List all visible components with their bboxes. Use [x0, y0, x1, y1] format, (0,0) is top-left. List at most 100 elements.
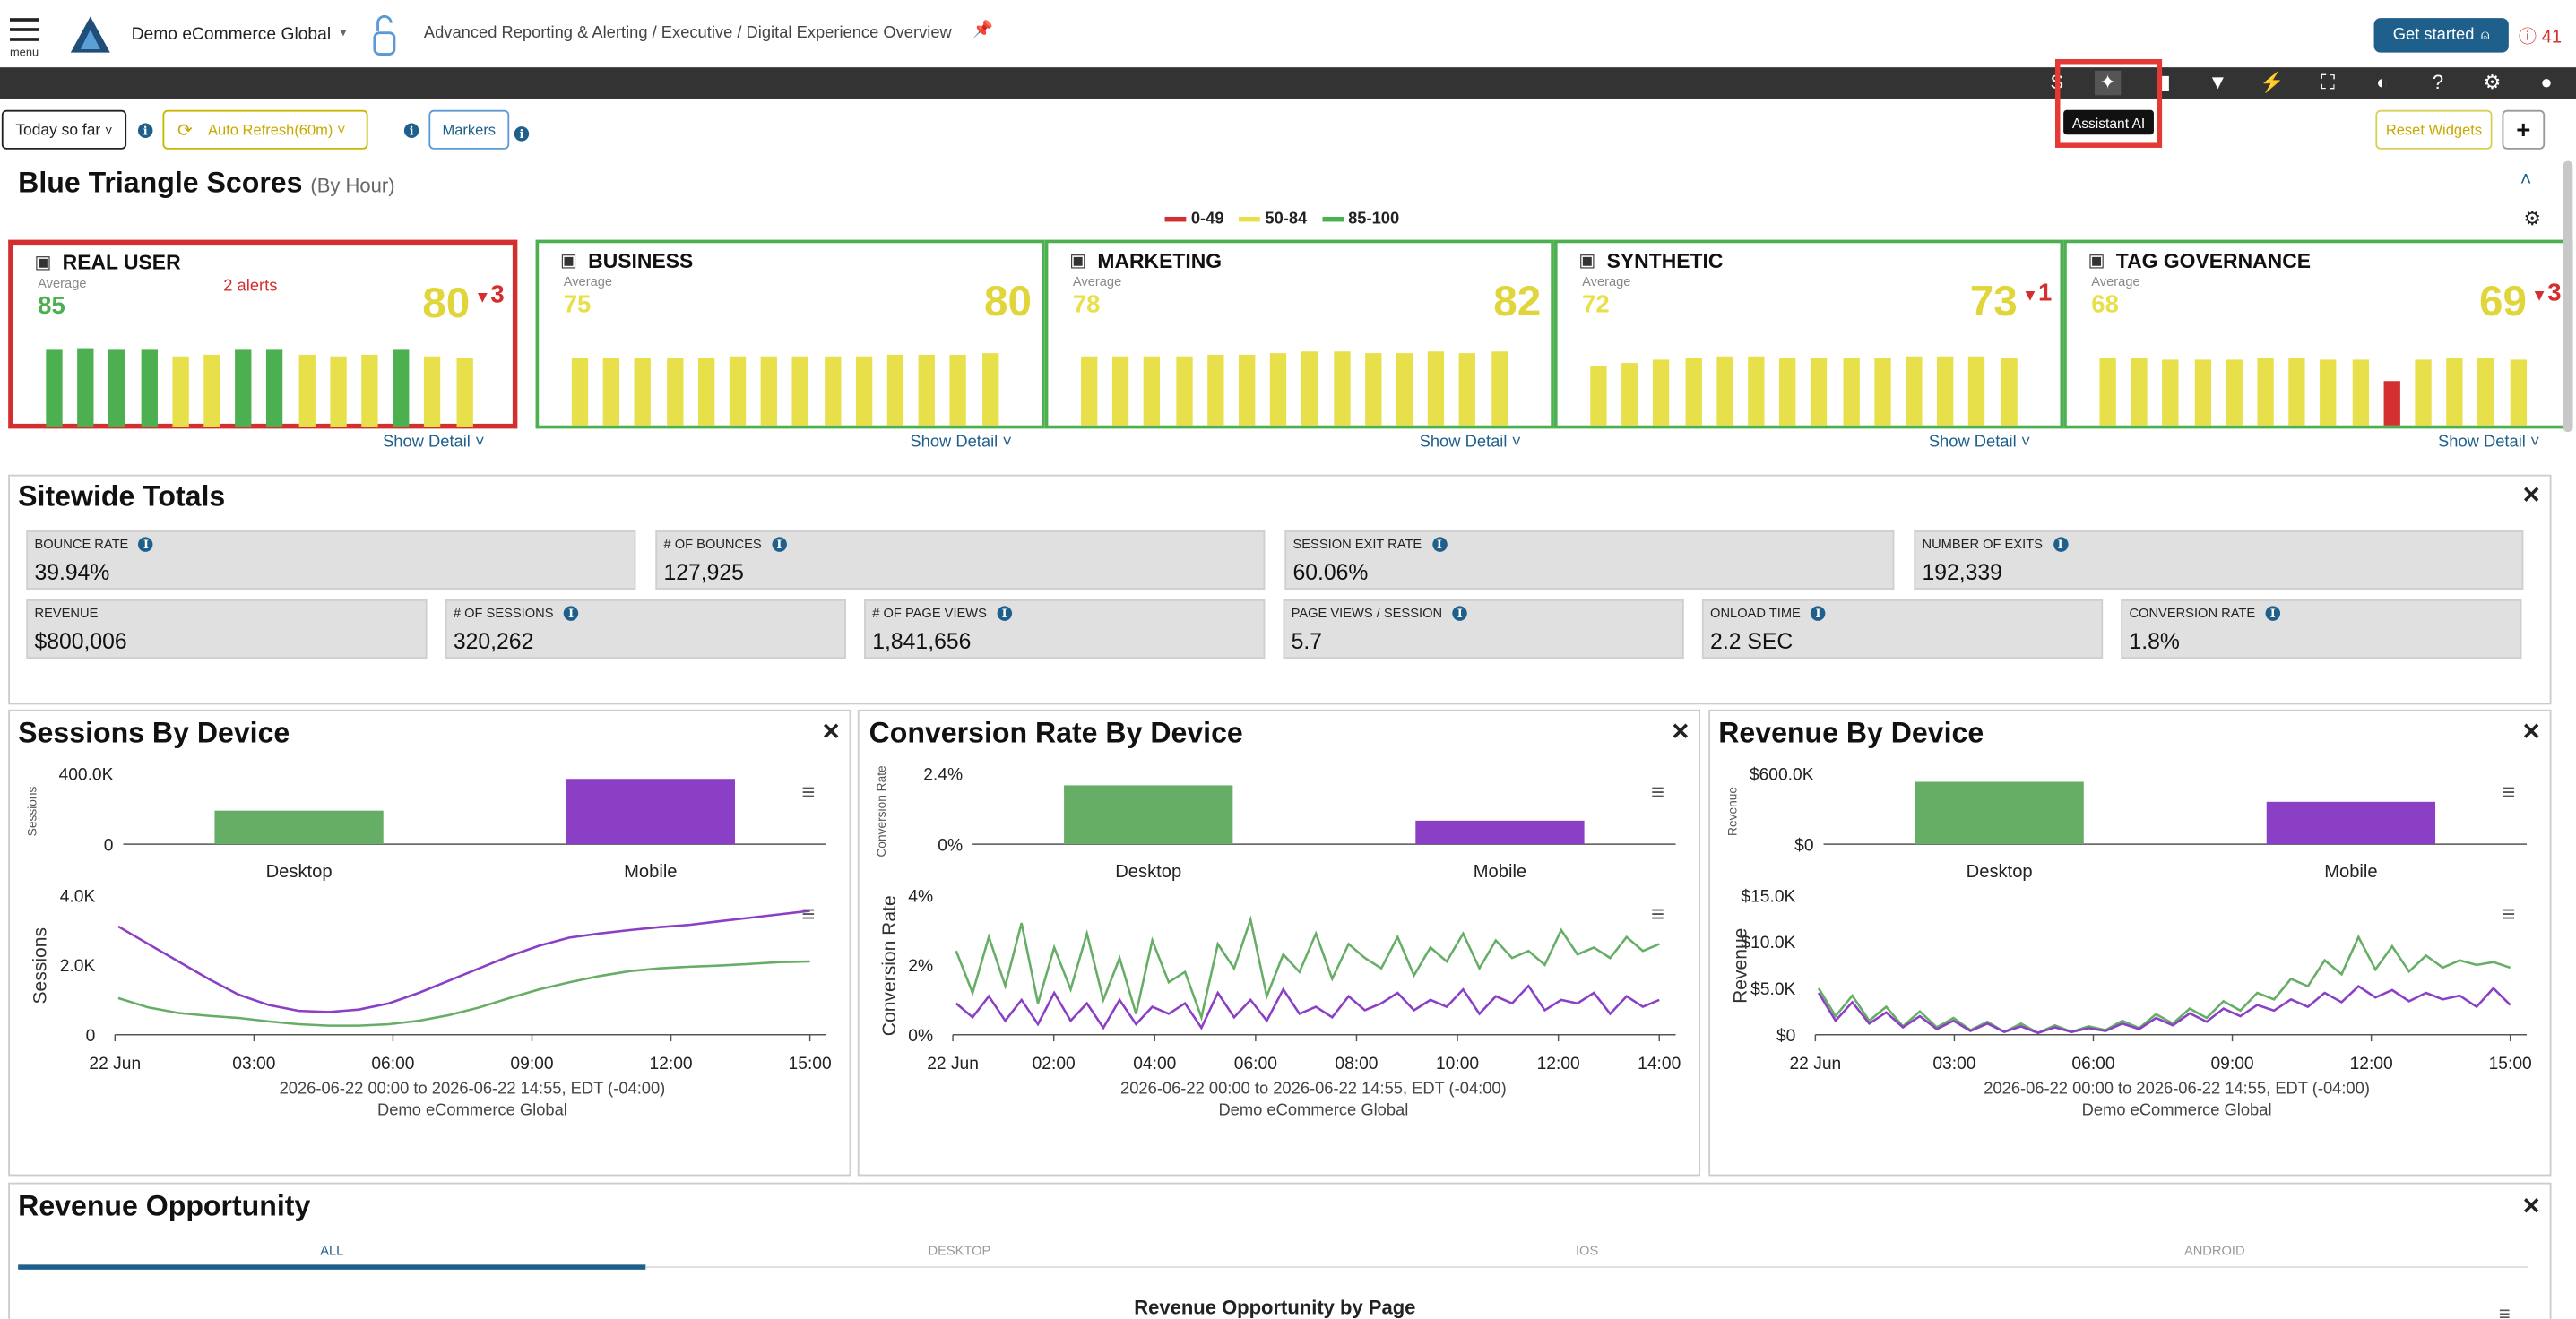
score-bar[interactable] — [203, 354, 220, 427]
score-bar[interactable] — [393, 349, 410, 427]
score-bar[interactable] — [2446, 358, 2463, 426]
score-bar[interactable] — [1333, 352, 1350, 426]
org-name[interactable]: Demo eCommerce Global — [131, 24, 332, 45]
close-icon[interactable]: ✕ — [2521, 481, 2542, 508]
info-icon[interactable]: i — [138, 537, 154, 552]
score-bar[interactable] — [1301, 352, 1318, 426]
reset-widgets-button[interactable]: Reset Widgets — [2375, 109, 2493, 150]
info-icon[interactable]: i — [514, 126, 530, 142]
filter-icon[interactable]: ▼ — [2208, 70, 2228, 94]
score-card-tag-governance[interactable]: ▣ TAG GOVERNANCE Average 68 69 ▼3 — [2063, 239, 2573, 429]
chevron-down-icon[interactable]: ▾ — [340, 24, 347, 39]
help-icon[interactable]: ? — [2432, 70, 2444, 94]
unlock-icon[interactable] — [371, 12, 397, 57]
score-bar[interactable] — [1459, 353, 1476, 426]
score-bar[interactable] — [729, 357, 747, 426]
score-bar[interactable] — [1968, 356, 1985, 426]
info-icon[interactable]: i — [1431, 537, 1448, 552]
info-icon[interactable]: i — [1452, 606, 1467, 621]
score-bar[interactable] — [760, 357, 778, 426]
score-bar[interactable] — [697, 358, 714, 426]
score-bar[interactable] — [1206, 355, 1224, 426]
chart-menu-icon[interactable]: ≡ — [801, 901, 815, 927]
alerts-link[interactable]: 2 alerts — [223, 277, 278, 296]
info-icon[interactable]: i — [2265, 606, 2281, 621]
score-bar[interactable] — [172, 356, 189, 427]
info-icon[interactable]: i — [137, 123, 153, 138]
device-bar[interactable] — [1064, 785, 1233, 845]
fullscreen-icon[interactable]: ⛶ — [2321, 70, 2335, 94]
collapse-icon[interactable]: ˄ — [2520, 167, 2532, 191]
chart-menu-icon[interactable]: ≡ — [2503, 901, 2516, 927]
score-bar[interactable] — [635, 358, 652, 426]
score-bar[interactable] — [1873, 358, 1891, 426]
score-bar[interactable] — [424, 356, 441, 427]
score-bar[interactable] — [1428, 352, 1445, 426]
score-bar[interactable] — [1748, 357, 1765, 426]
score-bar[interactable] — [298, 354, 316, 427]
score-bar[interactable] — [1081, 357, 1098, 426]
bolt-icon[interactable]: ⚡ — [2260, 70, 2285, 94]
get-started-button[interactable]: Get started ⍝ — [2373, 18, 2509, 53]
score-bar[interactable] — [266, 349, 283, 427]
score-bar[interactable] — [2099, 358, 2116, 426]
info-icon[interactable]: i — [563, 606, 579, 621]
score-bar[interactable] — [886, 355, 904, 426]
time-range-select[interactable]: Today so far ˅ — [1, 109, 127, 150]
score-bar[interactable] — [1175, 356, 1192, 426]
score-bar[interactable] — [330, 356, 347, 427]
score-card-real-user[interactable]: ▣ REAL USER Average 85 2 alerts 80 ▼3 — [8, 239, 518, 429]
score-bar[interactable] — [1716, 357, 1733, 426]
score-bar[interactable] — [108, 349, 126, 427]
score-bar[interactable] — [2351, 359, 2369, 426]
score-card-business[interactable]: ▣ BUSINESS Average 75 80 — [535, 239, 1045, 429]
score-bar[interactable] — [1590, 366, 1607, 426]
show-detail-link[interactable]: Show Detail ˅ — [910, 434, 1012, 452]
series-line[interactable] — [1817, 934, 2511, 1035]
score-bar[interactable] — [2415, 359, 2432, 426]
score-card-marketing[interactable]: ▣ MARKETING Average 78 82 — [1044, 239, 1554, 429]
pin-icon[interactable]: 📌 — [972, 21, 993, 39]
info-icon[interactable]: i — [403, 123, 419, 138]
close-icon[interactable]: ✕ — [2521, 1192, 2542, 1220]
series-line[interactable] — [955, 915, 1660, 1022]
score-bar[interactable] — [1842, 358, 1860, 426]
score-bar[interactable] — [1396, 353, 1413, 426]
score-bar[interactable] — [1906, 357, 1923, 426]
series-line[interactable] — [117, 960, 810, 1027]
score-bar[interactable] — [455, 358, 473, 427]
score-bar[interactable] — [2162, 359, 2180, 426]
score-bar[interactable] — [603, 358, 620, 426]
score-bar[interactable] — [1270, 353, 1287, 426]
score-bar[interactable] — [2257, 358, 2274, 426]
close-icon[interactable]: ✕ — [1671, 717, 1690, 745]
close-icon[interactable]: ✕ — [821, 717, 841, 745]
show-detail-link[interactable]: Show Detail ˅ — [2438, 434, 2540, 452]
score-bar[interactable] — [2194, 359, 2211, 426]
hamburger-menu-icon[interactable] — [9, 18, 39, 41]
score-bar[interactable] — [2320, 359, 2338, 426]
device-bar[interactable] — [2266, 801, 2436, 845]
device-bar[interactable] — [566, 779, 735, 845]
alert-indicator[interactable]: ⓘ 41 — [2519, 23, 2562, 49]
score-bar[interactable] — [1239, 354, 1256, 426]
contrast-icon[interactable]: ◐ — [2376, 70, 2389, 94]
score-bar[interactable] — [2288, 358, 2305, 426]
close-icon[interactable]: ✕ — [2521, 717, 2542, 745]
score-bar[interactable] — [46, 349, 63, 427]
score-bar[interactable] — [2226, 359, 2243, 426]
series-line[interactable] — [117, 910, 810, 1013]
scrollbar[interactable] — [2563, 160, 2573, 433]
score-bar[interactable] — [235, 349, 252, 427]
score-bar[interactable] — [1144, 356, 1161, 426]
score-bar[interactable] — [666, 358, 683, 426]
chart-menu-icon[interactable]: ≡ — [2503, 780, 2516, 806]
score-bar[interactable] — [1937, 356, 1954, 426]
info-icon[interactable]: i — [997, 606, 1012, 621]
score-bar[interactable] — [2131, 358, 2148, 426]
show-detail-link[interactable]: Show Detail ˅ — [383, 434, 485, 452]
show-detail-link[interactable]: Show Detail ˅ — [1929, 434, 2031, 452]
auto-refresh-button[interactable]: ⟳ Auto Refresh(60m) ˅ — [162, 109, 368, 150]
chart-menu-icon[interactable]: ≡ — [1651, 780, 1664, 806]
info-icon[interactable]: i — [2053, 537, 2068, 552]
